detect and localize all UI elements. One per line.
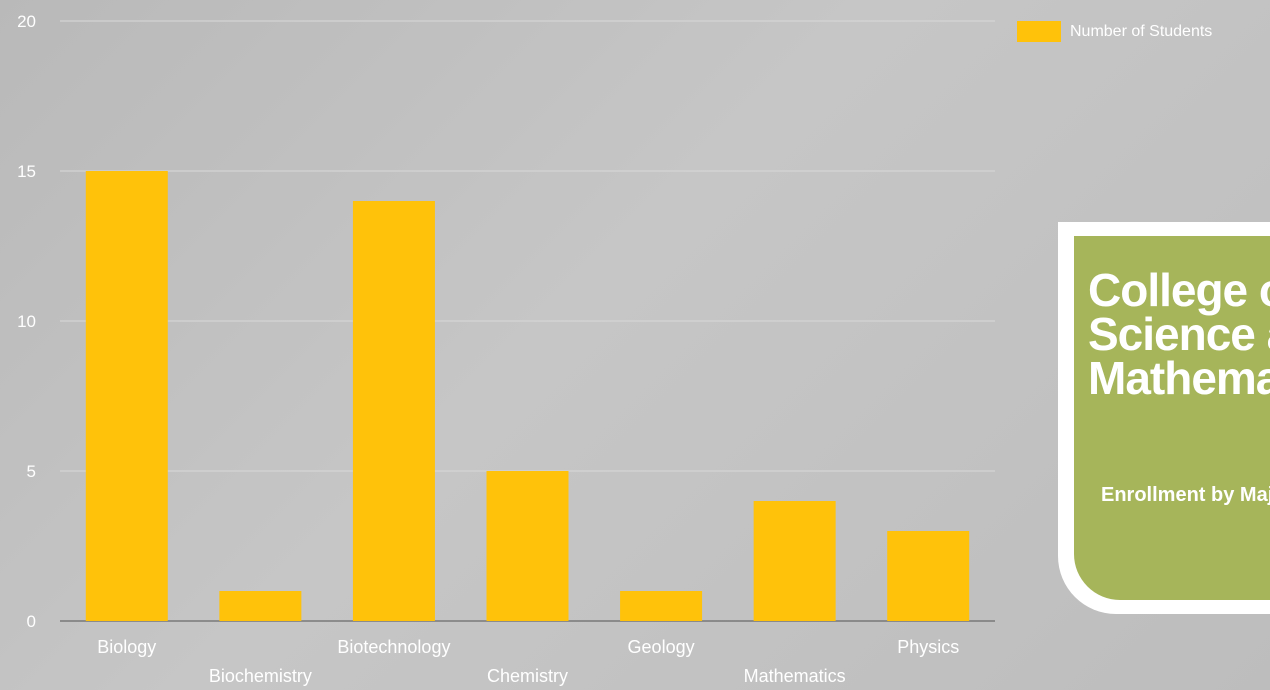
college-title-line-3: Mathematics bbox=[1088, 356, 1270, 400]
bar-physics bbox=[887, 531, 969, 621]
college-title: College of Science and Mathematics bbox=[1088, 268, 1270, 400]
bar-geology bbox=[620, 591, 702, 621]
x-tick-label: Biotechnology bbox=[337, 637, 450, 657]
x-tick-label: Mathematics bbox=[744, 666, 846, 686]
college-card: College of Science and Mathematics Enrol… bbox=[1058, 222, 1270, 614]
legend-swatch bbox=[1017, 21, 1061, 42]
legend-label: Number of Students bbox=[1070, 23, 1212, 41]
x-tick-label: Biology bbox=[97, 637, 156, 657]
x-tick-label: Physics bbox=[897, 637, 959, 657]
y-tick-label: 0 bbox=[27, 612, 36, 631]
x-tick-label: Chemistry bbox=[487, 666, 568, 686]
college-title-line-1: College of bbox=[1088, 268, 1270, 312]
x-axis: Biology Biochemistry Biotechnology Chemistr… bbox=[97, 637, 959, 686]
y-axis: 0 5 10 15 20 bbox=[17, 12, 36, 631]
college-subtitle: Enrollment by Major bbox=[1101, 484, 1270, 507]
x-tick-label: Biochemistry bbox=[209, 666, 312, 686]
y-tick-label: 20 bbox=[17, 12, 36, 31]
y-tick-label: 15 bbox=[17, 162, 36, 181]
college-card-panel: College of Science and Mathematics Enrol… bbox=[1074, 236, 1270, 600]
bars bbox=[86, 171, 969, 621]
bar-chemistry bbox=[487, 471, 569, 621]
legend: Number of Students bbox=[1017, 21, 1212, 42]
bar-biotechnology bbox=[353, 201, 435, 621]
bar-mathematics bbox=[754, 501, 836, 621]
y-tick-label: 5 bbox=[27, 462, 36, 481]
x-tick-label: Geology bbox=[628, 637, 695, 657]
bar-biology bbox=[86, 171, 168, 621]
y-tick-label: 10 bbox=[17, 312, 36, 331]
bar-biochemistry bbox=[219, 591, 301, 621]
bar-chart: 0 5 10 15 20 Biology Biochemistry Biotechnolog… bbox=[0, 0, 1000, 690]
college-title-line-2: Science and bbox=[1088, 312, 1270, 356]
